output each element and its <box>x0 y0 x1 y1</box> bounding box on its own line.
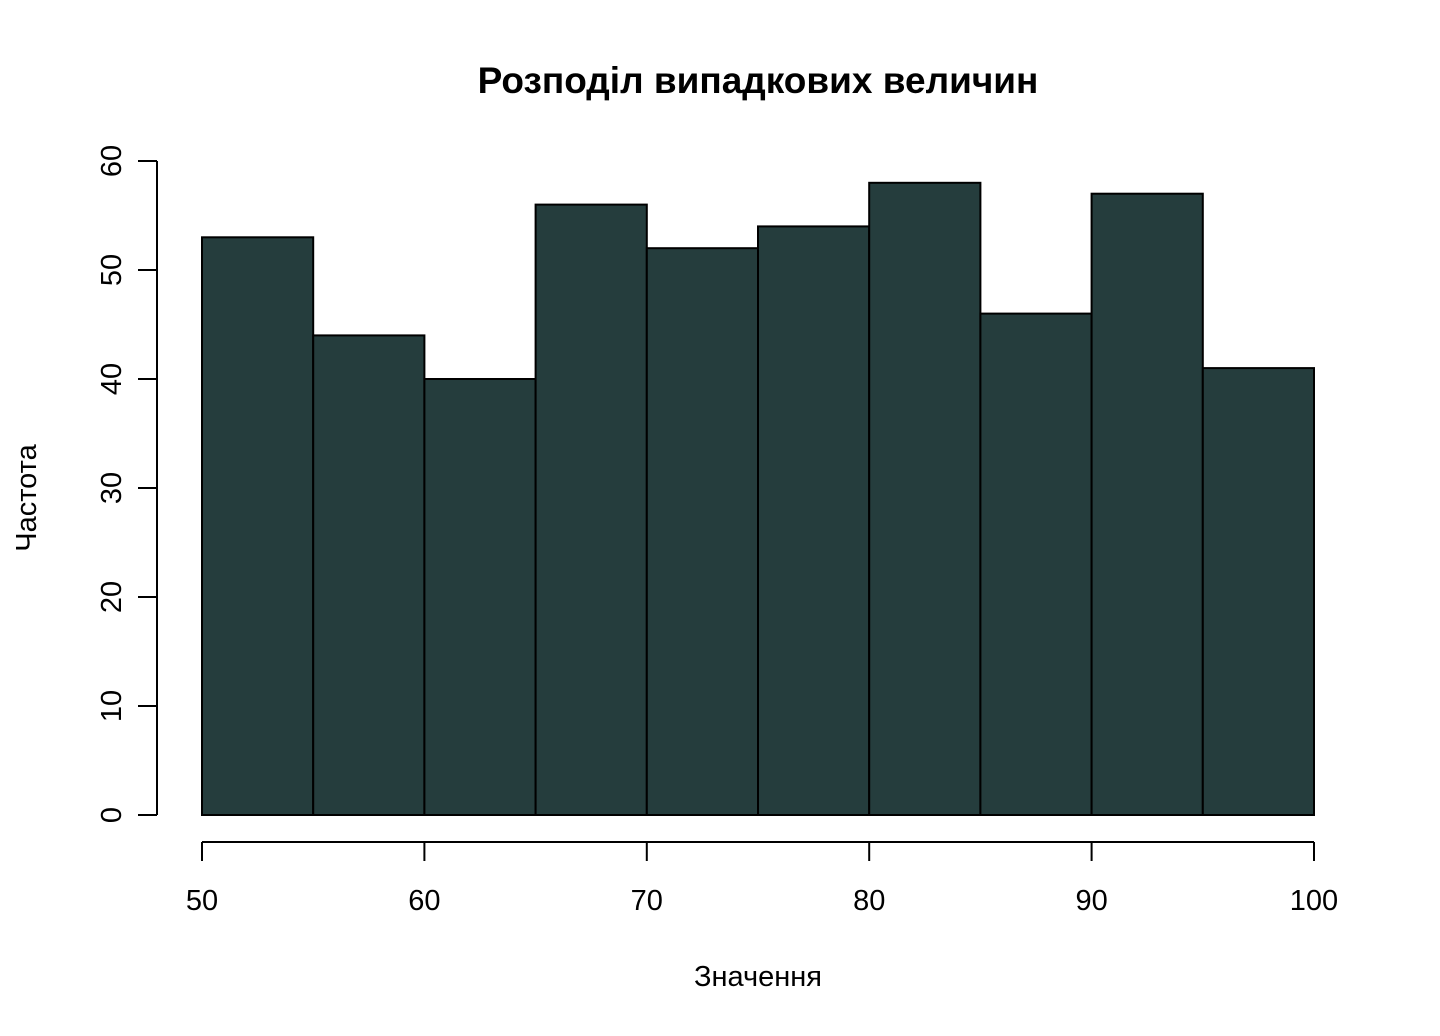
histogram-bar <box>1201 367 1316 816</box>
x-tick-label: 70 <box>631 885 663 917</box>
histogram-bar <box>534 203 648 817</box>
y-axis: 0 10 20 30 40 50 60 <box>96 145 158 823</box>
x-tick-label: 50 <box>186 885 218 917</box>
x-tick-label: 90 <box>1075 885 1107 917</box>
histogram-bar <box>868 181 982 817</box>
x-axis-label: Значення <box>694 961 822 993</box>
y-axis-label: Частота <box>11 443 43 551</box>
histogram-bar <box>1090 192 1204 816</box>
x-tick-label: 100 <box>1290 885 1338 917</box>
histogram-bar <box>201 236 315 817</box>
y-tick-label: 10 <box>96 690 128 722</box>
x-tick-label: 80 <box>853 885 885 917</box>
y-tick-label: 30 <box>96 472 128 504</box>
x-axis: 50 60 70 80 90 100 <box>186 841 1338 917</box>
chart-title: Розподіл випадкових величин <box>478 60 1039 101</box>
histogram-bar <box>645 247 759 816</box>
y-tick-label: 40 <box>96 363 128 395</box>
histogram-bar <box>312 334 426 816</box>
y-tick-label: 50 <box>96 254 128 286</box>
histogram-bar <box>757 225 871 816</box>
y-tick-label: 0 <box>96 807 128 823</box>
histogram-bar <box>979 312 1093 816</box>
histogram-bar <box>423 378 537 816</box>
y-tick-label: 20 <box>96 581 128 613</box>
y-tick-label: 60 <box>96 145 128 177</box>
x-tick-label: 60 <box>408 885 440 917</box>
bars-group <box>201 181 1316 817</box>
